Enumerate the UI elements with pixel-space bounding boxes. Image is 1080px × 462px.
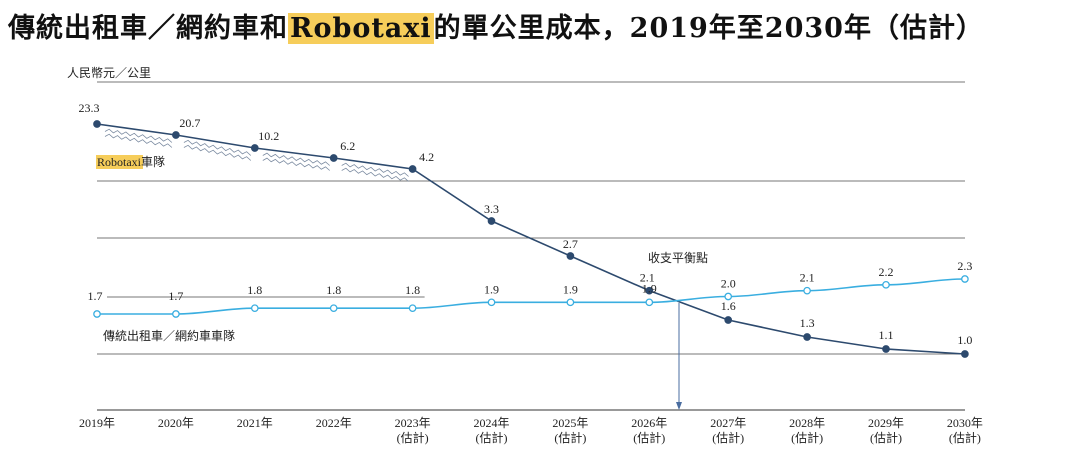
data-point bbox=[172, 131, 180, 139]
x-tick-label: 2024年 bbox=[473, 416, 509, 430]
axis-break-mark bbox=[341, 167, 409, 182]
x-tick-sublabel: (估計) bbox=[791, 430, 823, 445]
data-point bbox=[803, 286, 811, 295]
data-point bbox=[487, 217, 496, 225]
x-tick-sublabel: (估計) bbox=[397, 430, 429, 445]
data-label: 4.2 bbox=[419, 150, 434, 164]
arrow-head-icon bbox=[676, 402, 682, 410]
data-label: 10.2 bbox=[258, 129, 279, 143]
data-point bbox=[250, 304, 259, 313]
series-label-highlight bbox=[96, 155, 143, 169]
data-label: 2.2 bbox=[879, 265, 894, 279]
x-tick-label: 2023年 bbox=[395, 416, 431, 430]
chart-title: 傳統出租車／網約車和Robotaxi的單公里成本，2019年至2030年（估計） bbox=[8, 6, 984, 45]
x-tick-label: 2022年 bbox=[316, 416, 352, 430]
data-label: 1.8 bbox=[326, 283, 341, 297]
data-point bbox=[408, 165, 417, 173]
data-label: 1.9 bbox=[642, 281, 657, 295]
data-label: 20.7 bbox=[179, 116, 200, 130]
title-highlight: Robotaxi bbox=[288, 13, 434, 44]
title-part: 傳統出租車／網約車和 bbox=[8, 13, 288, 44]
series-label-traditional: 傳統出租車／網約車車隊 bbox=[103, 328, 235, 343]
x-tick-sublabel: (估計) bbox=[870, 430, 902, 445]
axis-break-mark bbox=[104, 128, 173, 143]
data-point bbox=[93, 310, 101, 318]
y-axis-label: 人民幣元／公里 bbox=[67, 66, 152, 80]
data-label: 1.9 bbox=[563, 282, 578, 296]
data-label: 2.1 bbox=[640, 271, 655, 285]
data-point bbox=[645, 286, 654, 295]
data-point bbox=[882, 280, 890, 289]
x-tick-label: 2029年 bbox=[868, 416, 904, 430]
data-label: 1.6 bbox=[721, 299, 736, 313]
x-tick-sublabel: (估計) bbox=[554, 430, 586, 445]
data-point bbox=[172, 310, 180, 318]
x-tick-label: 2028年 bbox=[789, 416, 825, 430]
data-point bbox=[329, 304, 338, 313]
data-point bbox=[645, 298, 654, 307]
data-point bbox=[961, 275, 969, 283]
series-line-traditional bbox=[97, 278, 965, 315]
data-label: 1.1 bbox=[879, 328, 894, 342]
x-tick-label: 2025年 bbox=[552, 416, 588, 430]
data-point bbox=[329, 154, 338, 162]
data-label: 23.3 bbox=[79, 101, 100, 115]
data-label: 1.3 bbox=[800, 316, 815, 330]
axis-break-mark bbox=[262, 157, 330, 171]
data-label: 6.2 bbox=[340, 139, 355, 153]
title-part: 的單公里成本，2019年至2030年（估計） bbox=[433, 13, 984, 44]
axis-break-mark bbox=[183, 139, 252, 156]
data-label: 1.8 bbox=[247, 283, 262, 297]
axis-break-mark bbox=[104, 133, 173, 148]
data-label: 1.7 bbox=[88, 289, 103, 303]
data-point bbox=[724, 316, 733, 324]
data-point bbox=[566, 298, 575, 307]
x-tick-label: 2019年 bbox=[79, 416, 115, 430]
data-label: 2.3 bbox=[957, 259, 972, 273]
series-label-robotaxi: Robotaxi車隊 bbox=[97, 154, 165, 169]
data-point bbox=[487, 298, 496, 307]
series-line-robotaxi bbox=[96, 123, 965, 355]
annotation-breakeven: 收支平衡點 bbox=[648, 251, 708, 265]
x-tick-sublabel: (估計) bbox=[476, 430, 508, 445]
axis-break-mark bbox=[262, 152, 330, 166]
data-point bbox=[93, 120, 101, 128]
data-point bbox=[882, 345, 890, 353]
x-tick-sublabel: (估計) bbox=[712, 430, 744, 445]
x-tick-label: 2030年 bbox=[947, 416, 983, 430]
axis-break-mark bbox=[341, 162, 409, 177]
x-tick-label: 2020年 bbox=[158, 416, 194, 430]
x-tick-sublabel: (估計) bbox=[949, 430, 981, 445]
x-tick-label: 2027年 bbox=[710, 416, 746, 430]
x-tick-label: 2021年 bbox=[237, 416, 273, 430]
data-label: 1.8 bbox=[405, 283, 420, 297]
data-point bbox=[724, 292, 733, 301]
data-point bbox=[566, 252, 575, 260]
x-tick-label: 2026年 bbox=[631, 416, 667, 430]
data-point bbox=[408, 304, 417, 313]
axis-break-mark bbox=[183, 144, 252, 161]
data-point bbox=[961, 350, 969, 358]
data-label: 1.9 bbox=[484, 282, 499, 296]
data-label: 1.7 bbox=[168, 289, 183, 303]
data-label: 3.3 bbox=[484, 202, 499, 216]
data-point bbox=[803, 333, 811, 341]
data-point bbox=[250, 144, 259, 152]
data-label: 2.7 bbox=[563, 237, 578, 251]
data-label: 2.1 bbox=[800, 271, 815, 285]
data-label: 2.0 bbox=[721, 277, 736, 291]
x-tick-sublabel: (估計) bbox=[633, 430, 665, 445]
data-label: 1.0 bbox=[957, 333, 972, 347]
